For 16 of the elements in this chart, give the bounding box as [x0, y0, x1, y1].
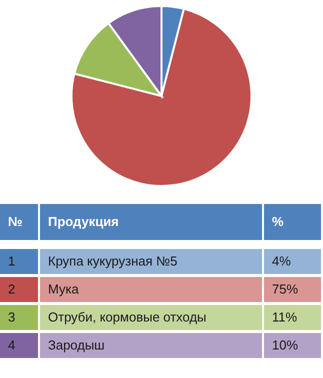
legend-label: Мука: [48, 282, 80, 296]
text: 4: [8, 338, 16, 352]
data-label: 75%: [272, 282, 298, 296]
data-label: 11%: [272, 310, 298, 324]
data-label: 10%: [272, 338, 298, 352]
legend-label: Крупа кукурузная №5: [48, 254, 178, 268]
text: №: [8, 214, 22, 229]
text: 1: [8, 254, 16, 268]
text: 2: [8, 282, 16, 296]
text: %: [272, 214, 284, 229]
data-label: 4%: [272, 254, 292, 268]
pie-slice: [70, 8, 252, 187]
text: 3: [8, 310, 16, 324]
legend-label: Отруби, кормовые отходы: [48, 310, 206, 324]
legend-label: Зародыш: [48, 338, 105, 352]
text: Продукция: [48, 214, 119, 229]
